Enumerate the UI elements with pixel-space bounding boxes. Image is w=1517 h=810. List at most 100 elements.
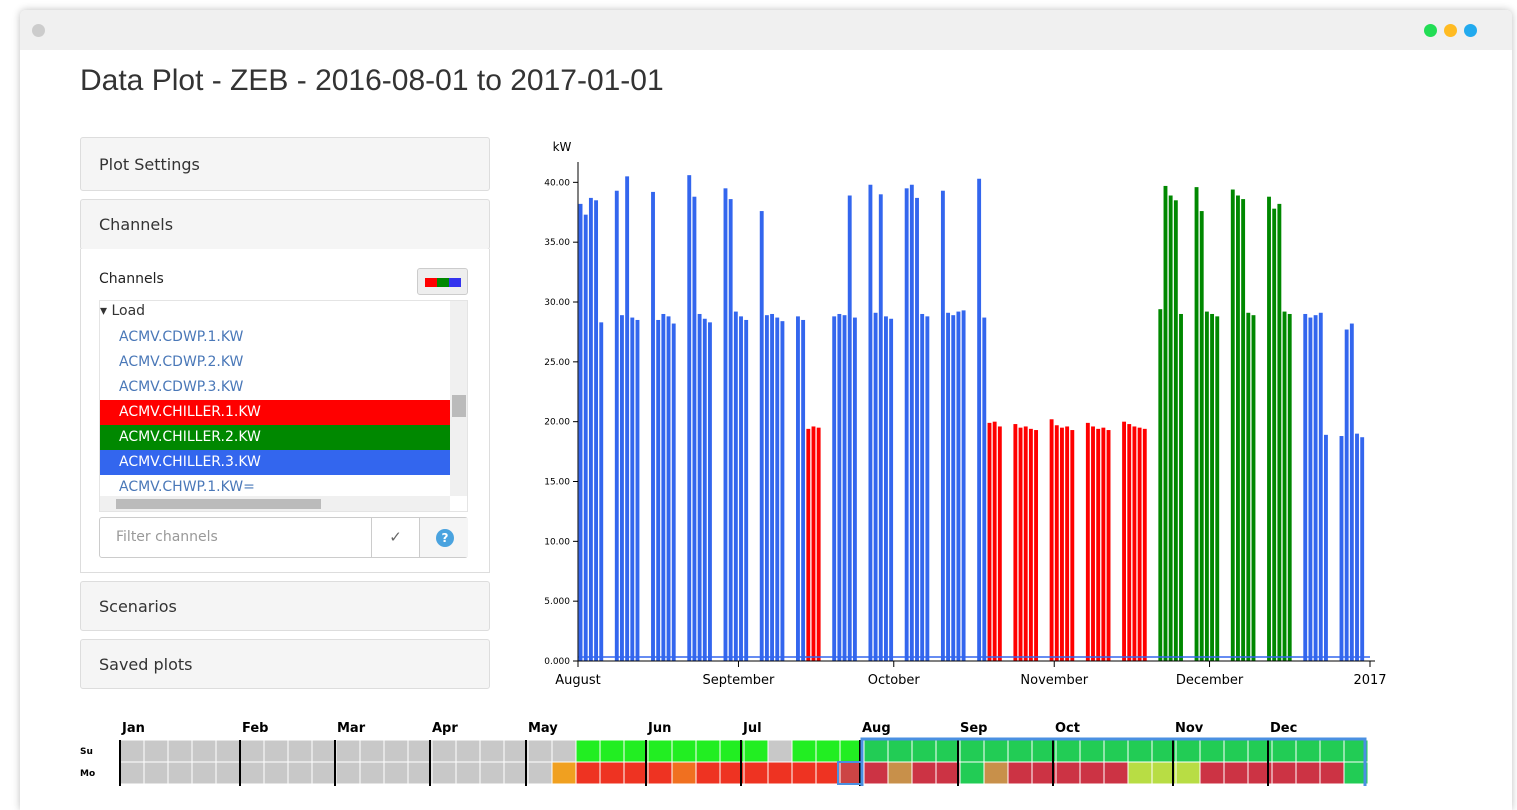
channel-item[interactable]: ACMV.CHILLER.1.KW	[100, 400, 450, 425]
spike	[811, 426, 816, 661]
spike	[635, 319, 640, 661]
channel-item[interactable]: ACMV.CDWP.3.KW	[119, 379, 244, 395]
y-tick-label: 35.00	[544, 238, 570, 248]
saved-plots-header[interactable]: Saved plots	[80, 639, 490, 689]
v-scrollbar[interactable]	[450, 301, 467, 496]
calendar-cell	[1223, 761, 1249, 785]
spike	[697, 313, 702, 661]
scroll-thumb[interactable]	[116, 499, 321, 509]
spike	[692, 196, 697, 661]
channel-item[interactable]: ACMV.CDWP.1.KW	[119, 329, 244, 345]
calendar-cell	[983, 739, 1009, 763]
spike	[1251, 315, 1256, 661]
calendar-cell	[215, 739, 241, 763]
window-dot[interactable]	[1424, 24, 1437, 37]
plot-settings-header[interactable]: Plot Settings	[80, 137, 490, 191]
spike	[1313, 315, 1318, 661]
spike	[733, 311, 738, 661]
spike	[1013, 424, 1018, 661]
calendar-cell	[167, 739, 193, 763]
window-dot[interactable]	[1444, 24, 1457, 37]
spike	[884, 316, 888, 661]
spike	[578, 203, 583, 661]
calendar-cell	[1055, 739, 1081, 763]
spike	[588, 197, 593, 661]
calendar-cell	[983, 761, 1009, 785]
calendar-cell	[263, 739, 289, 763]
spike	[759, 211, 764, 661]
h-scrollbar[interactable]	[100, 496, 450, 511]
spike	[1344, 329, 1349, 661]
calendar-cell	[1103, 761, 1129, 785]
spike	[1272, 208, 1277, 661]
color-button[interactable]	[417, 268, 468, 295]
calendar-cell	[287, 739, 313, 763]
spike	[1194, 187, 1199, 661]
spike	[909, 184, 914, 661]
calendar-cell	[695, 761, 721, 785]
window-dot[interactable]	[1464, 24, 1477, 37]
spike	[1204, 311, 1209, 661]
spike	[614, 190, 619, 661]
spike	[583, 214, 588, 661]
scenarios-header[interactable]: Scenarios	[80, 581, 490, 631]
spike	[904, 188, 909, 661]
calendar-cell	[863, 739, 889, 763]
spike	[1101, 427, 1106, 661]
tree-group[interactable]: ▾ Load	[100, 303, 146, 319]
help-button[interactable]: ?	[419, 518, 468, 557]
spike	[1132, 426, 1137, 661]
calendar-cell	[1103, 739, 1129, 763]
apply-button[interactable]: ✓	[371, 518, 419, 557]
tree-group-label: Load	[111, 303, 146, 319]
filter-group: Filter channels ✓ ?	[99, 517, 468, 558]
calendar-cell	[863, 761, 889, 785]
page: Data Plot - ZEB - 2016-08-01 to 2017-01-…	[20, 10, 1512, 786]
spike	[1122, 421, 1127, 661]
x-tick-label: September	[703, 673, 776, 688]
spike	[1236, 195, 1240, 662]
channel-item[interactable]: ACMV.CDWP.2.KW	[119, 354, 244, 370]
calendar-cell	[167, 761, 193, 785]
calendar-cell	[791, 739, 817, 763]
spike	[1158, 309, 1163, 661]
calendar-cell	[911, 739, 937, 763]
spike	[1028, 428, 1033, 661]
spike	[1360, 437, 1365, 661]
calendar-cell	[647, 739, 673, 763]
spike	[744, 319, 749, 661]
day-label: Mo	[80, 769, 95, 779]
spike	[832, 316, 837, 661]
swatch	[425, 278, 437, 287]
calendar-cell	[1223, 739, 1249, 763]
spike	[1324, 434, 1328, 661]
calendar-cell	[503, 761, 529, 785]
channel-item[interactable]: ACMV.CHILLER.3.KW	[100, 450, 450, 475]
spike	[1106, 430, 1111, 661]
calendar-cell	[1007, 739, 1033, 763]
spike	[1034, 430, 1039, 661]
spike	[630, 317, 635, 661]
channel-item[interactable]: ACMV.CHWP.1.KW=	[119, 479, 255, 495]
calendar-cell	[119, 739, 145, 763]
spike	[997, 426, 1002, 661]
filter-input[interactable]: Filter channels	[116, 529, 218, 545]
spike	[1137, 427, 1142, 661]
month-label: Mar	[337, 721, 366, 736]
calendar-cell	[1295, 761, 1321, 785]
calendar-cell	[1127, 739, 1153, 763]
spike	[651, 191, 655, 661]
x-tick-label: November	[1020, 673, 1088, 688]
spike	[987, 422, 992, 661]
channel-item[interactable]: ACMV.CHILLER.2.KW	[100, 425, 450, 450]
calendar-cell	[935, 761, 961, 785]
calendar-cell	[239, 739, 265, 763]
spike	[1339, 436, 1344, 661]
spike	[878, 194, 883, 661]
spike	[708, 322, 712, 661]
calendar-cell	[791, 761, 817, 785]
scroll-thumb[interactable]	[452, 395, 466, 417]
calendar-cell	[1295, 739, 1321, 763]
channels-header[interactable]: Channels	[80, 199, 490, 250]
spike	[594, 200, 599, 661]
